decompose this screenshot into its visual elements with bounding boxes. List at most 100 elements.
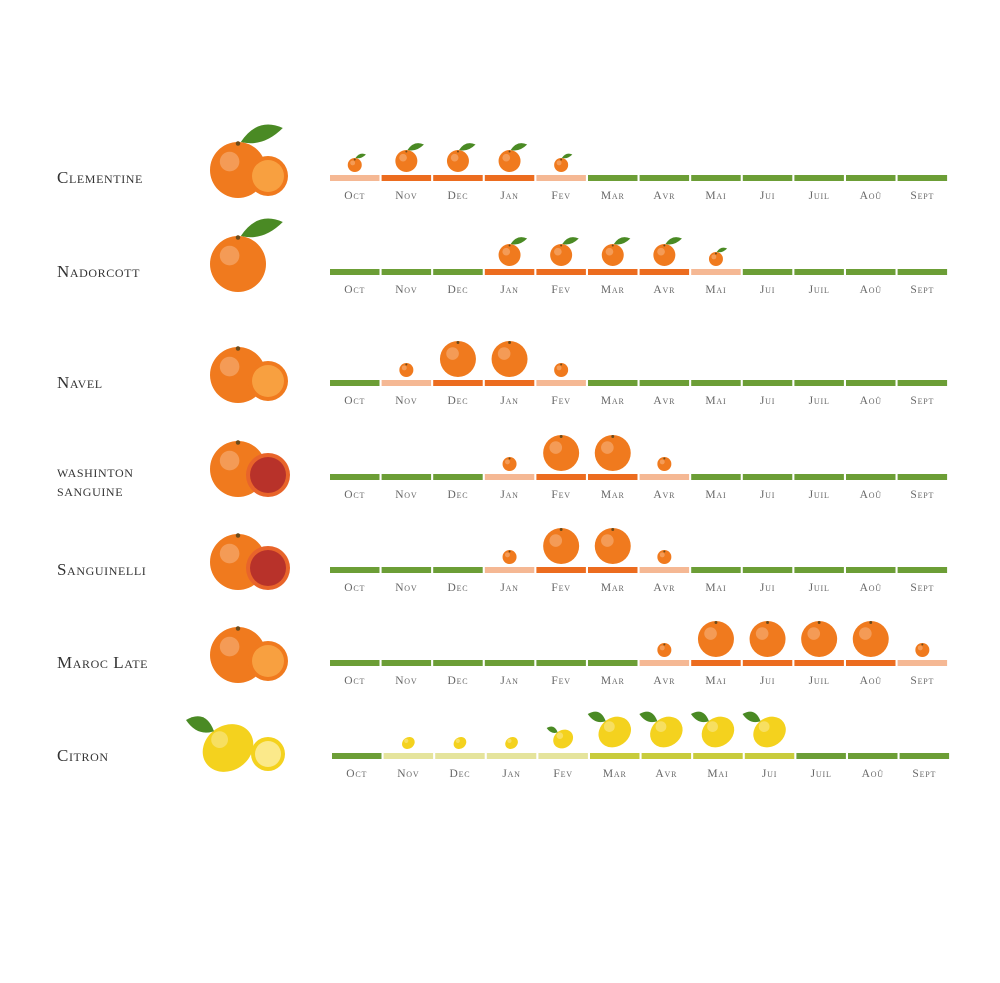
season-bar-segment — [381, 380, 432, 386]
month-label: Oct — [344, 395, 365, 407]
season-fruit-marker — [505, 737, 518, 749]
season-fruit-marker — [601, 237, 631, 266]
month-label: Aoû — [860, 190, 882, 202]
lemon-half-thumbnail — [251, 737, 285, 771]
month-label: Jan — [500, 284, 518, 296]
season-fruit-marker — [498, 237, 528, 266]
season-fruit-markers — [347, 143, 930, 749]
season-bar-segment — [381, 474, 432, 480]
season-bar-segment — [484, 660, 535, 666]
season-fruit-marker — [502, 550, 517, 564]
month-label: Jui — [760, 675, 775, 687]
season-bar-segment — [433, 660, 483, 666]
month-label: Jan — [500, 675, 518, 687]
season-fruit-marker — [587, 711, 632, 748]
month-label: Jan — [500, 582, 518, 594]
fruit-name-label: Clementine — [57, 168, 143, 187]
blood-orange-half-thumbnail — [246, 453, 290, 497]
season-bar-segment — [742, 175, 793, 181]
season-bar-segment — [794, 474, 844, 480]
season-fruit-marker — [657, 550, 672, 564]
season-bar-segment — [897, 380, 948, 386]
season-bar-segment — [484, 474, 535, 480]
month-label: Sept — [912, 768, 936, 780]
season-bar-segment — [381, 269, 432, 275]
month-label: Mai — [705, 582, 726, 594]
fruit-name-label: Citron — [57, 746, 109, 765]
month-label: Nov — [395, 190, 417, 202]
month-label: Mar — [601, 489, 625, 501]
season-bar-segment — [484, 380, 535, 386]
season-fruit-marker — [543, 435, 580, 471]
month-label: Dec — [449, 768, 470, 780]
month-label: Dec — [447, 395, 468, 407]
month-label: Juil — [809, 395, 830, 407]
month-label: Juil — [811, 768, 832, 780]
season-bar-segment — [435, 753, 485, 759]
season-bar-segment — [330, 269, 380, 275]
citron-thumbnail — [186, 716, 254, 772]
season-bar-segment — [691, 660, 741, 666]
season-bar-segment — [484, 269, 535, 275]
month-label: Nov — [395, 489, 417, 501]
season-bar-segment — [744, 753, 795, 759]
season-bar-segment — [794, 380, 844, 386]
month-label: Fev — [551, 582, 570, 594]
season-fruit-marker — [554, 153, 573, 172]
season-bar-segment — [433, 380, 483, 386]
month-label: Juil — [809, 284, 830, 296]
season-fruit-marker — [639, 711, 683, 748]
season-fruit-marker — [657, 457, 672, 471]
season-bar-segment — [641, 753, 692, 759]
season-fruit-marker — [653, 237, 682, 266]
season-fruit-marker — [749, 621, 786, 657]
season-fruit-marker — [491, 341, 528, 377]
fruit-name-line: washinton — [57, 462, 134, 481]
month-label: Avr — [653, 675, 675, 687]
month-label: Dec — [447, 489, 468, 501]
season-bar-segment — [846, 474, 896, 480]
month-label: Aoû — [860, 675, 882, 687]
month-label: Nov — [395, 284, 417, 296]
season-bar-segment — [536, 567, 586, 573]
month-label: Avr — [655, 768, 677, 780]
fruit-name-label: Nadorcott — [57, 262, 140, 281]
month-label: Nov — [395, 582, 417, 594]
month-label: Mar — [603, 768, 627, 780]
season-bar-segment — [588, 567, 638, 573]
season-bar-segment — [536, 380, 586, 386]
season-bar-segment — [794, 660, 844, 666]
season-fruit-marker — [498, 143, 528, 172]
month-label: Mai — [705, 395, 726, 407]
month-label: Jui — [760, 489, 775, 501]
month-label: Oct — [344, 489, 365, 501]
season-bar-segment — [588, 175, 638, 181]
month-label: Mai — [707, 768, 728, 780]
season-bar-segment — [381, 567, 432, 573]
season-bar-segment — [846, 175, 896, 181]
month-label: Oct — [344, 190, 365, 202]
season-fruit-marker — [439, 341, 476, 377]
season-bar-segment — [794, 269, 844, 275]
month-label: Dec — [447, 582, 468, 594]
month-label: Fev — [551, 675, 570, 687]
season-bar-segment — [691, 567, 741, 573]
orange-half-thumbnail — [248, 156, 288, 196]
season-bar-segment — [742, 269, 793, 275]
month-label: Mar — [601, 582, 625, 594]
season-bar-segment — [639, 269, 690, 275]
season-fruit-marker — [742, 711, 786, 748]
month-label: Sept — [910, 675, 934, 687]
month-label: Aoû — [860, 284, 882, 296]
month-label: Juil — [809, 489, 830, 501]
month-label: Juil — [809, 190, 830, 202]
month-label: Dec — [447, 284, 468, 296]
season-fruit-marker — [594, 435, 631, 471]
month-label: Avr — [653, 582, 675, 594]
fruit-name-label: Navel — [57, 373, 103, 392]
season-bar-segment — [794, 175, 844, 181]
season-bar-segment — [484, 175, 535, 181]
season-fruit-marker — [801, 621, 838, 657]
season-bar-segment — [383, 753, 434, 759]
season-bar-segment — [796, 753, 846, 759]
